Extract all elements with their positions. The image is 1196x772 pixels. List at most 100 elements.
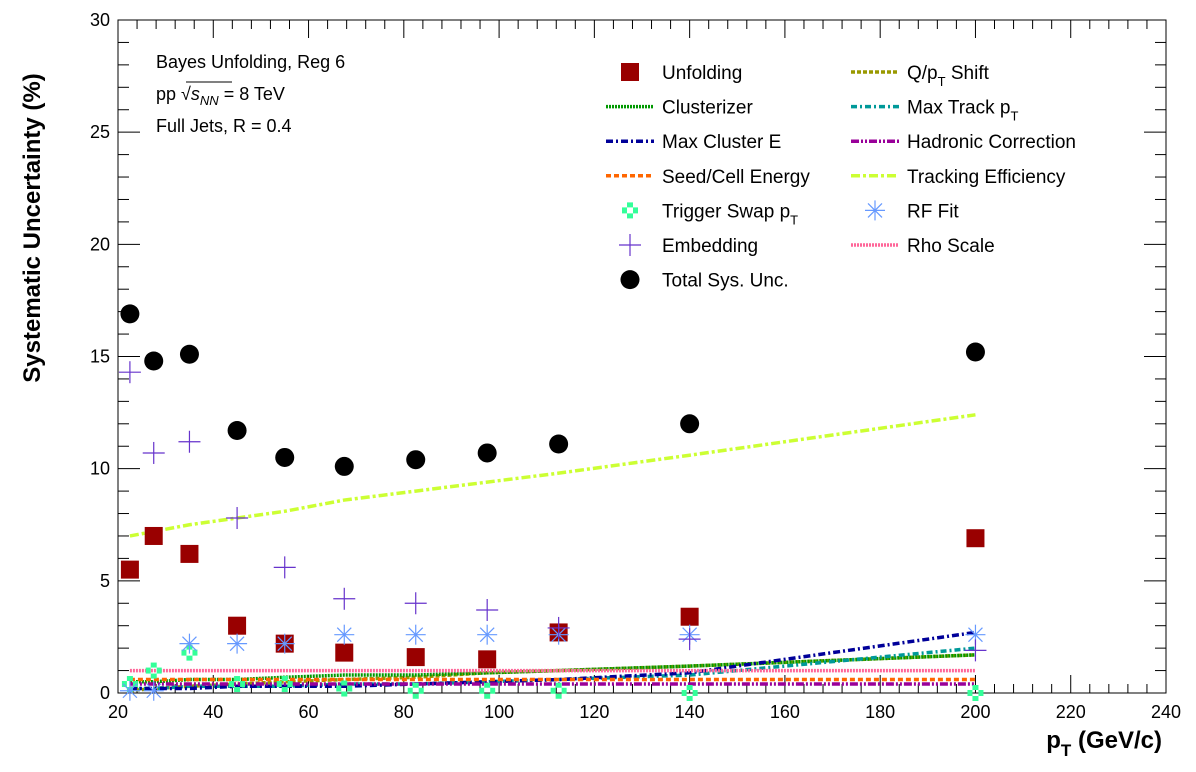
series-max-cluster-e [129,630,976,691]
x-axis-title-main: p [1046,727,1061,754]
legend-label-main: Max Track p [907,98,1010,119]
ast-d2 [277,636,293,652]
data-point-trigger-swap-p-t [276,676,293,693]
x-tick-label: 80 [394,702,414,722]
ast-d2 [479,627,495,643]
series-line-max-cluster-e [129,630,976,691]
data-point-embedding [547,616,570,639]
cross-left [276,681,282,688]
cross-top [484,682,491,688]
series-embedding [118,361,987,662]
legend-label: Q/pT Shift [907,63,990,89]
axis-ticks: 20 40 60 80 100 120 140 160 180 200 220 240 0 5 10 15 20… [90,10,1181,722]
ast-d2 [867,202,883,218]
cross-right [633,207,638,214]
data-point-unfolding [180,544,199,563]
x-tick-label: 180 [865,702,895,722]
data-point-embedding [333,587,356,610]
data-point-trigger-swap-p-t [550,682,567,699]
cross-top [234,676,241,682]
data-point-unfolding [478,650,497,669]
data-point-unfolding [144,526,163,545]
data-point-total-sys-unc [144,351,164,371]
cross-bottom [412,693,419,699]
ast-d2 [968,627,983,643]
legend-label-main: Q/p [907,63,938,84]
cross-left [145,667,151,674]
y-axis-title: Systematic Uncertainty (%) [19,73,46,382]
data-point-rf-fit [405,624,426,645]
legend-label: Unfolding [662,63,742,84]
cross-bottom [686,696,693,701]
data-point-embedding [142,441,165,464]
info-line-2-prefix: pp [156,84,181,104]
cross-top [555,682,562,688]
data-point-total-sys-unc [227,421,247,441]
cross-top [126,676,133,682]
data-series [118,304,987,701]
ast-d2 [336,627,352,643]
legend-entry-max-cluster-e: Max Cluster E [606,132,781,153]
data-point-total-sys-unc [406,450,426,470]
cross-left [407,687,413,694]
legend-label-sub: T [790,212,798,227]
data-point-trigger-swap-p-t [407,682,424,699]
legend-entry-seed-cell-energy: Seed/Cell Energy [606,167,810,188]
cross-bottom [150,673,157,679]
data-point-unfolding [228,616,247,635]
cross-bottom [555,693,562,699]
series-trigger-swap-p-t [121,644,984,701]
cross-right [561,687,567,694]
data-point-total-sys-unc [120,304,140,324]
data-point-total-sys-unc [275,447,295,467]
data-point-total-sys-unc [477,443,497,463]
x-axis-title-rest: (GeV/c) [1071,727,1162,754]
data-point-unfolding [680,607,699,626]
y-tick-label: 15 [90,347,110,367]
data-point-rf-fit [179,633,200,654]
legend-entry-tracking-efficiency: Tracking Efficiency [851,167,1066,188]
series-total-sys-unc [120,304,985,476]
cross-right [132,681,138,688]
x-tick-label: 100 [484,702,514,722]
data-point-unfolding [120,560,139,579]
y-tick-label: 30 [90,10,110,30]
legend-label: RF Fit [907,201,959,222]
series-line-tracking-efficiency [129,413,976,538]
cross-bottom [484,693,491,699]
cross-top [281,676,288,682]
data-point-total-sys-unc [334,456,354,476]
legend-entry-rf-fit: RF Fit [865,200,959,222]
legend-label-sub: T [1010,109,1018,124]
data-point-rf-fit [227,633,248,654]
legend-entry-hadronic-correction: Hadronic Correction [851,132,1076,153]
data-point-total-sys-unc [179,344,199,364]
legend-label-main: Trigger Swap p [662,201,790,222]
legend-label: Seed/Cell Energy [662,167,810,188]
cross-top [627,202,633,208]
cross-top [972,685,979,690]
info-sqrt-s: s [191,84,200,104]
legend-label: Clusterizer [662,98,753,119]
data-point-rf-fit [274,633,295,654]
legend-label: Trigger Swap pT [662,201,798,227]
info-line-2-suffix: = 8 TeV [219,84,285,104]
data-point-rf-fit [143,680,164,701]
cross-bottom [234,687,241,693]
ast-d2 [229,636,245,652]
info-sqrt-sub: NN [200,93,219,108]
data-point-trigger-swap-p-t [479,682,496,699]
x-tick-label: 200 [960,702,990,722]
series-unfolding [120,526,985,669]
data-point-trigger-swap-p-t [145,662,162,679]
data-point-embedding [226,507,249,530]
legend-marker [619,234,641,256]
legend-marker [621,63,639,81]
cross-right [240,681,246,688]
legend-label: Max Cluster E [662,132,781,153]
x-axis-title: pT (GeV/c) [1046,727,1162,760]
cross-left [229,681,235,688]
data-point-embedding [678,628,701,651]
cross-left [622,207,627,214]
legend-entry-max-track-p-t: Max Track pT [851,98,1018,124]
